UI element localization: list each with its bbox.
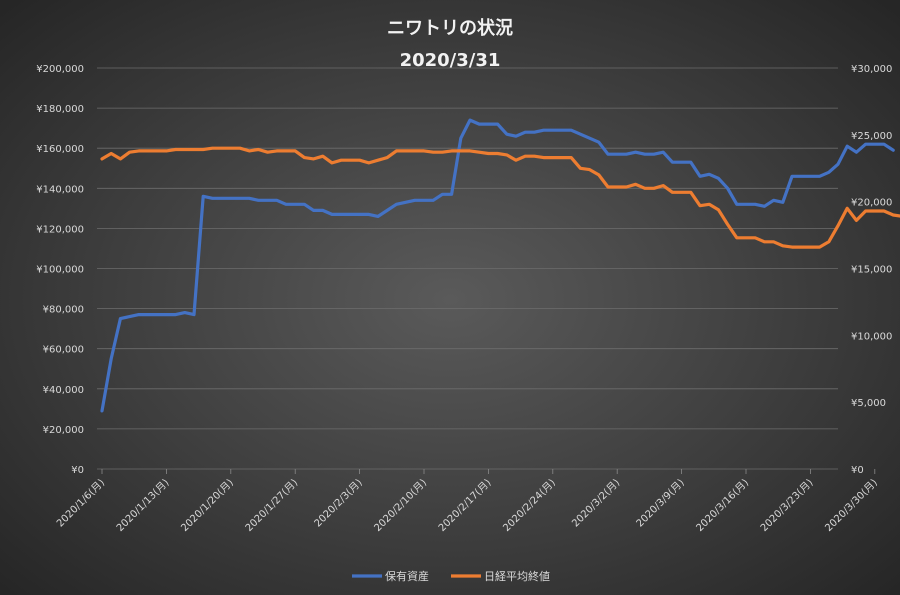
x-tick-label: 2020/3/9(月) — [634, 477, 687, 530]
x-tick-label: 2020/3/16(月) — [694, 477, 751, 534]
x-tick-label: 2020/1/6(月) — [54, 477, 107, 530]
x-tick-label: 2020/2/17(月) — [436, 477, 493, 534]
legend: 保有資産 日経平均終値 — [352, 569, 550, 583]
x-tick-label: 2020/1/13(月) — [114, 477, 171, 534]
left-y-axis: ¥0 ¥20,000 ¥40,000 ¥60,000 ¥80,000 ¥100,000 ¥1… — [36, 64, 84, 476]
left-tick-label: ¥200,000 — [36, 64, 84, 75]
legend-entry: 保有資産 — [385, 569, 429, 583]
x-tick-label: 2020/3/2(月) — [569, 477, 622, 530]
right-tick-label: ¥5,000 — [851, 398, 886, 409]
x-tick-label: 2020/2/24(月) — [501, 477, 558, 534]
left-tick-label: ¥40,000 — [43, 385, 84, 396]
left-tick-label: ¥180,000 — [36, 104, 84, 115]
x-tick-label: 2020/3/23(月) — [758, 477, 815, 534]
right-tick-label: ¥30,000 — [851, 64, 892, 75]
right-tick-label: ¥15,000 — [851, 265, 892, 276]
left-tick-label: ¥80,000 — [43, 305, 84, 316]
series-lines — [100, 118, 900, 413]
legend-entry: 日経平均終値 — [484, 569, 550, 583]
right-tick-label: ¥20,000 — [851, 198, 892, 209]
left-tick-label: ¥60,000 — [43, 345, 84, 356]
right-tick-label: ¥25,000 — [851, 131, 892, 142]
right-tick-label: ¥0 — [851, 465, 864, 476]
right-tick-label: ¥10,000 — [851, 331, 892, 342]
chart-subtitle: 2020/3/31 — [400, 50, 501, 71]
series-line — [100, 118, 895, 413]
x-tick-label: 2020/1/27(月) — [243, 477, 300, 534]
left-tick-label: ¥0 — [71, 465, 84, 476]
x-tick-label: 2020/3/30(月) — [823, 477, 880, 534]
x-tick-label: 2020/1/20(月) — [179, 477, 236, 534]
left-tick-label: ¥100,000 — [36, 265, 84, 276]
x-axis: 2020/1/6(月) 2020/1/13(月) 2020/1/20(月) 2020/… — [54, 469, 880, 534]
x-tick-label: 2020/2/3(月) — [312, 477, 365, 530]
x-tick-label: 2020/2/10(月) — [372, 477, 429, 534]
right-y-axis: ¥0 ¥5,000 ¥10,000 ¥15,000 ¥20,000 ¥25,000 ¥30,… — [851, 64, 892, 476]
left-tick-label: ¥140,000 — [36, 184, 84, 195]
series-line — [100, 146, 900, 249]
left-tick-label: ¥20,000 — [43, 425, 84, 436]
left-tick-label: ¥120,000 — [36, 224, 84, 235]
chart-title: ニワトリの状況 — [387, 17, 513, 39]
left-tick-label: ¥160,000 — [36, 144, 84, 155]
